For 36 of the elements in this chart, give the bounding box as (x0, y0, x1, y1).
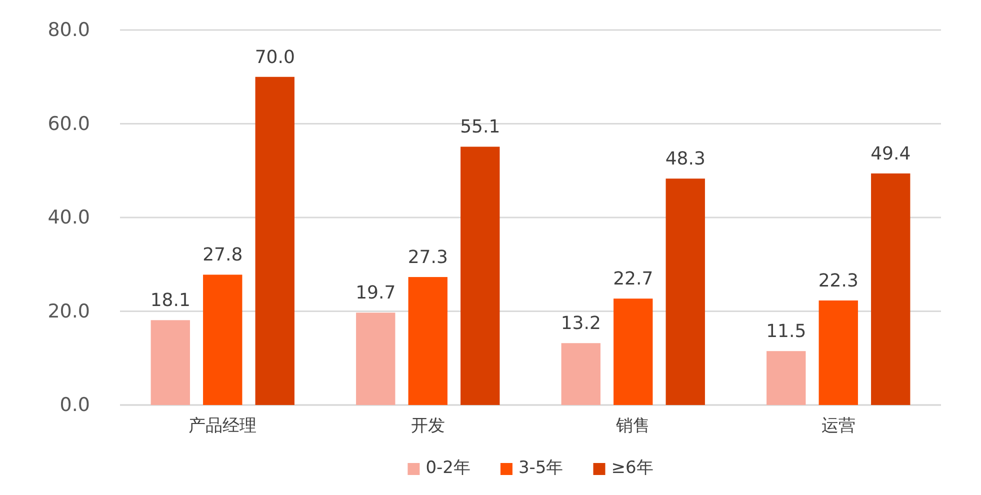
legend-label: 3-5年 (518, 458, 564, 478)
bar (561, 343, 600, 405)
x-tick-label: 销售 (615, 416, 650, 436)
data-label: 18.1 (150, 290, 190, 312)
bar (408, 277, 448, 405)
bar (614, 298, 653, 405)
data-label: 27.8 (202, 244, 243, 266)
legend-label: ≥6年 (611, 458, 654, 478)
x-tick-label: 运营 (821, 416, 856, 436)
data-label: 49.4 (870, 143, 911, 164)
data-label: 11.5 (766, 321, 806, 342)
y-tick-label: 0.0 (60, 394, 90, 416)
data-label: 27.3 (408, 247, 448, 268)
data-label: 70.0 (254, 46, 295, 68)
x-tick-label: 产品经理 (188, 416, 257, 436)
bar (818, 300, 858, 405)
data-label: 22.7 (613, 268, 654, 290)
bar (460, 146, 500, 405)
y-tick-label: 20.0 (48, 300, 90, 322)
bar (255, 76, 294, 405)
data-label: 19.7 (356, 282, 396, 304)
y-tick-label: 40.0 (48, 206, 90, 229)
bar (356, 312, 396, 405)
legend-label: 0-2年 (426, 458, 470, 478)
bar (766, 351, 806, 405)
data-label: 55.1 (460, 116, 500, 138)
y-tick-label: 60.0 (48, 112, 90, 135)
y-tick-label: 80.0 (48, 19, 90, 42)
bar (203, 274, 242, 405)
data-label: 22.3 (818, 270, 858, 292)
bar (666, 178, 705, 405)
bar (150, 320, 190, 405)
data-label: 48.3 (665, 148, 706, 170)
data-label: 13.2 (560, 313, 601, 334)
x-tick-label: 开发 (410, 416, 445, 436)
bar (871, 173, 910, 405)
